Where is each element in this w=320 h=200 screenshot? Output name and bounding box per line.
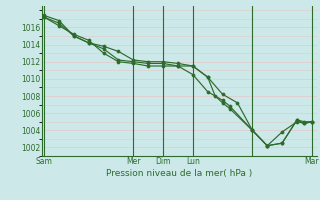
X-axis label: Pression niveau de la mer( hPa ): Pression niveau de la mer( hPa ) xyxy=(106,169,252,178)
